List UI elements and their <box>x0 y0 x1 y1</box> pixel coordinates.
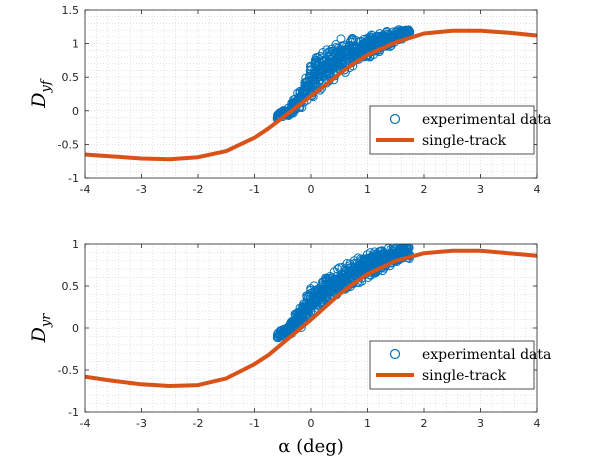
x-tick-label: -3 <box>136 183 147 196</box>
data-point <box>316 53 326 63</box>
data-point <box>347 33 357 43</box>
legend-label-single-track: single-track <box>422 133 507 149</box>
data-point <box>350 264 360 274</box>
data-point <box>322 45 332 55</box>
legend-marker-experimental <box>389 113 401 125</box>
x-tick-label: 0 <box>308 417 315 430</box>
x-tick-label: -3 <box>136 417 147 430</box>
y-axis-label-sub: yr <box>39 313 54 328</box>
x-tick-label: 1 <box>364 183 371 196</box>
single-track-line <box>85 248 537 388</box>
data-point <box>312 70 322 80</box>
legend-label-experimental: experimental data <box>422 347 551 363</box>
x-tick-label: -4 <box>80 417 91 430</box>
data-point <box>317 284 327 294</box>
data-point <box>300 81 310 91</box>
x-tick-label: 4 <box>534 183 541 196</box>
data-point <box>287 321 297 331</box>
y-axis-label-main: D <box>28 327 50 343</box>
legend-marker-experimental <box>389 348 401 360</box>
y-axis-label: Dyf <box>28 78 54 109</box>
y-tick-label: 0.5 <box>62 280 80 293</box>
top-subplot: -4 -3 -2 -1 0 1 2 3 4 -1 -0.5 0 0.5 1 1.5 Dyf experiment… <box>28 4 551 196</box>
y-tick-label: 0 <box>72 322 79 335</box>
legend-box <box>369 105 535 155</box>
data-point <box>317 83 327 93</box>
y-tick-label: -0.5 <box>58 364 79 377</box>
x-tick-label: 2 <box>421 183 428 196</box>
x-tick-label: -2 <box>193 417 204 430</box>
x-tick-label: 3 <box>477 417 484 430</box>
y-axis-label-sub: yf <box>39 78 54 93</box>
data-point <box>295 313 305 323</box>
data-point <box>321 284 331 294</box>
data-point <box>339 65 349 75</box>
data-point <box>401 244 411 251</box>
data-point <box>348 48 358 58</box>
x-axis-label: α (deg) <box>278 436 344 457</box>
data-point <box>311 53 321 63</box>
x-tick-label: 0 <box>308 183 315 196</box>
y-tick-label: 1 <box>72 238 79 251</box>
data-point <box>368 31 378 41</box>
data-point <box>356 37 366 46</box>
y-tick-label: -1 <box>68 172 79 185</box>
data-point <box>344 47 354 57</box>
data-point <box>322 48 332 58</box>
x-tick-label: -2 <box>193 183 204 196</box>
data-point <box>344 41 354 51</box>
data-point <box>321 61 331 71</box>
data-point <box>333 43 343 53</box>
data-point <box>306 71 316 81</box>
y-tick-label: -0.5 <box>58 138 79 151</box>
data-point <box>307 82 317 92</box>
data-point <box>310 59 320 69</box>
x-tick-label: 4 <box>534 417 541 430</box>
data-point <box>337 262 347 272</box>
data-point <box>339 279 348 289</box>
y-tick-label: 0 <box>72 105 79 118</box>
x-tick-label: 1 <box>364 417 371 430</box>
y-axis-label: Dyr <box>28 313 54 344</box>
x-tick-label: -4 <box>80 183 91 196</box>
legend-box <box>369 340 535 390</box>
y-tick-label: -1 <box>68 406 79 419</box>
y-tick-label: 0.5 <box>62 71 80 84</box>
y-axis-label-main: D <box>28 92 50 108</box>
x-tick-label: -1 <box>249 183 260 196</box>
data-point <box>404 244 414 253</box>
bottom-subplot: -4 -3 -2 -1 0 1 2 3 4 -1 -0.5 0 0.5 1 Dyr α (deg) experi… <box>28 238 551 457</box>
legend-label-single-track: single-track <box>422 368 507 384</box>
data-point <box>380 33 390 43</box>
y-tick-label: 1 <box>72 38 79 51</box>
data-point <box>325 69 334 79</box>
data-point <box>324 285 334 295</box>
data-point <box>314 284 324 294</box>
legend: experimental data single-track <box>369 340 551 390</box>
y-tick-label: 1.5 <box>62 4 80 17</box>
x-tick-label: 2 <box>421 417 428 430</box>
x-tick-label: 3 <box>477 183 484 196</box>
scatter-series <box>272 25 415 124</box>
data-point <box>327 61 337 71</box>
legend-label-experimental: experimental data <box>422 112 551 128</box>
data-point <box>324 47 334 57</box>
data-point <box>395 246 405 256</box>
data-point <box>364 257 374 267</box>
data-point <box>310 72 320 82</box>
x-tick-label: -1 <box>249 417 260 430</box>
single-track-line <box>85 28 537 162</box>
data-point <box>362 41 371 51</box>
data-point <box>378 252 388 262</box>
data-point <box>300 303 310 313</box>
data-point <box>295 88 305 98</box>
data-point <box>315 290 325 300</box>
data-point <box>353 253 363 263</box>
data-point <box>281 328 290 338</box>
data-point <box>322 67 332 77</box>
data-point <box>334 263 344 273</box>
legend: experimental data single-track <box>369 105 551 155</box>
